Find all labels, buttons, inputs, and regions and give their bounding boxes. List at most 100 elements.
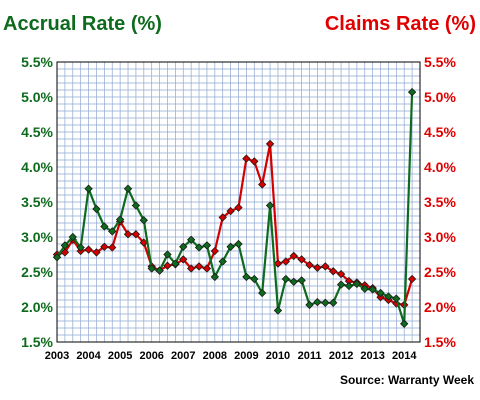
claims-point bbox=[234, 203, 243, 212]
claims-point bbox=[258, 180, 267, 189]
right-tick-label: 3.0% bbox=[424, 229, 456, 245]
claims-point bbox=[321, 262, 330, 271]
accrual-point bbox=[100, 222, 109, 231]
right-axis-title: Claims Rate (%) bbox=[325, 13, 476, 35]
left-tick-label: 3.5% bbox=[21, 194, 53, 210]
claims-point bbox=[305, 260, 314, 270]
accrual-point bbox=[84, 184, 93, 193]
accrual-point bbox=[139, 216, 148, 225]
claims-point bbox=[313, 263, 322, 272]
right-tick-label: 5.0% bbox=[424, 89, 456, 105]
left-axis-ticks: 1.5% 2.0% 2.5% 3.0% 3.5% 4.0% 4.5% 5.0% 5.5% bbox=[21, 54, 53, 350]
left-tick-label: 4.0% bbox=[21, 159, 53, 175]
accrual-point bbox=[155, 266, 164, 275]
accrual-point bbox=[52, 253, 62, 262]
accrual-point bbox=[234, 239, 243, 249]
accrual-point bbox=[76, 243, 85, 252]
claims-series-line bbox=[56, 142, 414, 306]
accrual-point bbox=[265, 201, 275, 210]
accrual-point bbox=[281, 274, 291, 284]
accrual-point bbox=[226, 242, 235, 251]
accrual-point bbox=[179, 242, 188, 251]
accrual-point bbox=[171, 259, 180, 268]
accrual-point bbox=[131, 201, 141, 210]
claims-point bbox=[218, 213, 227, 222]
accrual-point bbox=[163, 250, 172, 259]
x-tick-label: 2008 bbox=[203, 350, 227, 362]
right-tick-label: 4.5% bbox=[424, 124, 456, 140]
accrual-point bbox=[297, 276, 306, 285]
claims-point bbox=[186, 264, 196, 273]
accrual-point bbox=[368, 285, 377, 294]
right-tick-label: 2.0% bbox=[424, 299, 456, 315]
left-tick-label: 5.0% bbox=[21, 89, 53, 105]
claims-point bbox=[226, 206, 235, 216]
plot-area-frame bbox=[56, 61, 421, 343]
accrual-point bbox=[202, 241, 212, 250]
claims-point bbox=[84, 245, 93, 254]
accrual-point bbox=[352, 279, 362, 289]
claims-point bbox=[242, 154, 251, 163]
right-axis-ticks: 1.5% 2.0% 2.5% 3.0% 3.5% 4.0% 4.5% 5.0% 5.5% bbox=[424, 54, 456, 350]
accrual-point bbox=[123, 184, 133, 193]
right-tick-label: 4.0% bbox=[424, 159, 456, 175]
accrual-point bbox=[210, 272, 219, 282]
accrual-point bbox=[289, 277, 298, 286]
accrual-point bbox=[186, 235, 196, 244]
x-tick-label: 2010 bbox=[266, 350, 290, 362]
claims-point bbox=[281, 257, 291, 266]
accrual-point bbox=[194, 243, 204, 252]
x-tick-label: 2004 bbox=[76, 350, 101, 362]
claims-point bbox=[163, 261, 172, 270]
accrual-point bbox=[218, 257, 227, 266]
gridlines bbox=[56, 61, 421, 343]
accrual-point bbox=[392, 294, 401, 303]
left-tick-label: 1.5% bbox=[21, 334, 53, 350]
claims-point bbox=[265, 139, 275, 149]
right-tick-label: 1.5% bbox=[424, 334, 456, 350]
x-tick-label: 2006 bbox=[139, 350, 163, 362]
left-tick-label: 4.5% bbox=[21, 124, 53, 140]
x-tick-label: 2014 bbox=[392, 350, 417, 362]
x-axis-ticks: 2003 2004 2005 2006 2007 2008 2009 2010 2011 2012… bbox=[45, 350, 418, 362]
claims-point bbox=[100, 242, 109, 251]
accrual-point bbox=[376, 288, 385, 298]
claims-point bbox=[60, 248, 70, 257]
accrual-point bbox=[344, 281, 354, 291]
claims-point bbox=[273, 259, 283, 268]
claims-point bbox=[210, 246, 219, 256]
accrual-point bbox=[384, 292, 393, 301]
x-tick-label: 2012 bbox=[329, 350, 353, 362]
accrual-point bbox=[60, 241, 70, 250]
accrual-point bbox=[400, 319, 409, 328]
right-tick-label: 2.5% bbox=[424, 264, 456, 280]
accrual-point bbox=[329, 298, 338, 307]
right-tick-label: 3.5% bbox=[424, 194, 456, 210]
accrual-point bbox=[305, 300, 314, 310]
x-tick-label: 2013 bbox=[360, 350, 384, 362]
accrual-series-line bbox=[56, 92, 414, 325]
accrual-point bbox=[242, 272, 251, 282]
x-tick-label: 2009 bbox=[234, 350, 258, 362]
claims-point bbox=[407, 274, 417, 284]
accrual-point bbox=[258, 288, 267, 298]
claims-point bbox=[123, 230, 133, 239]
x-tick-label: 2005 bbox=[108, 350, 132, 362]
claims-point bbox=[92, 248, 101, 257]
left-axis-title: Accrual Rate (%) bbox=[3, 13, 162, 35]
accrual-point bbox=[92, 204, 101, 214]
accrual-point bbox=[115, 215, 125, 224]
left-tick-label: 3.0% bbox=[21, 229, 53, 245]
x-tick-label: 2007 bbox=[171, 350, 195, 362]
accrual-point bbox=[313, 297, 322, 307]
claims-point bbox=[108, 243, 117, 252]
claims-point bbox=[376, 293, 385, 302]
x-tick-label: 2003 bbox=[45, 350, 69, 362]
claims-point bbox=[336, 269, 346, 279]
claims-point bbox=[131, 230, 141, 239]
accrual-point bbox=[360, 284, 369, 293]
accrual-point bbox=[108, 227, 117, 236]
claims-point bbox=[329, 267, 338, 276]
claims-point bbox=[202, 264, 212, 273]
